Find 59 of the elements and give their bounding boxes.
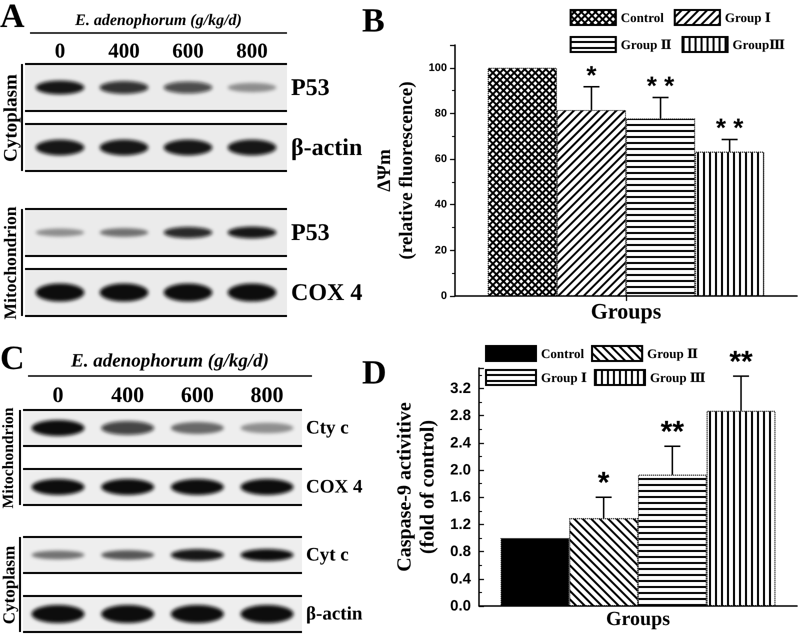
category-label: 0 [52, 382, 64, 407]
category-label: 400 [111, 382, 144, 407]
x-axis-title: Groups [590, 298, 662, 324]
y-tick-label: 1.2 [450, 516, 471, 533]
category-label: COX 4 [291, 280, 362, 306]
y-tick-label: 1.6 [450, 488, 471, 506]
category-label: 0 [54, 38, 66, 62]
text: Cytoplasm [0, 545, 18, 624]
data-label: * * [716, 112, 744, 142]
y-tick-label: 20 [434, 244, 447, 256]
legend-label: Group Ⅱ [647, 346, 698, 361]
legend-label: Control [620, 10, 664, 25]
legend-label: GroupⅢ [732, 37, 786, 52]
text: Cytoplasm [0, 74, 22, 162]
text: A [0, 0, 25, 35]
data-label: ** [660, 416, 684, 449]
category-label: P53 [291, 74, 330, 100]
y-tick-label: 2.8 [450, 407, 471, 424]
text: C [0, 340, 25, 377]
category-label: 400 [108, 38, 140, 62]
category-label: β-actin [306, 604, 362, 624]
category-label: 600 [172, 38, 204, 62]
y-tick-label: 0.0 [450, 598, 471, 614]
y-tick-label: 100 [428, 62, 447, 74]
data-label: ** [729, 346, 754, 379]
legend-label: Group Ⅱ [620, 37, 672, 52]
category-label: Cyt c [306, 544, 349, 566]
category-label: 800 [236, 38, 268, 62]
legend-label: Control [541, 346, 584, 361]
x-axis-title: Groups [606, 608, 670, 630]
data-label: * * [646, 70, 676, 100]
y-tick-label: 60 [434, 153, 447, 166]
category-label: β-actin [291, 134, 362, 160]
legend-label: Group Ⅲ [650, 370, 706, 385]
category-label: 600 [180, 382, 214, 407]
y-tick-label: 0.8 [450, 543, 471, 560]
data-label: * [586, 60, 598, 90]
category-label: Cty c [306, 418, 349, 438]
legend-label: Group Ⅰ [541, 370, 587, 385]
chart-title: B [362, 2, 385, 40]
y-tick-label: 40 [434, 198, 447, 211]
y-tick-label: 80 [434, 107, 447, 120]
y-tick-label: 3.2 [450, 380, 471, 397]
y-tick-label: 2.0 [450, 462, 471, 478]
category-label: 800 [250, 382, 284, 407]
text: E. adenophorum (g/kg/d) [75, 12, 242, 29]
text: Mitochondrion [0, 407, 18, 508]
y-tick-label: 0.4 [450, 570, 472, 588]
data-label: * [598, 466, 610, 500]
y-tick-label: 2.4 [450, 434, 472, 452]
y-axis-title: Caspase-9 activitive (fold of control) [394, 402, 439, 572]
legend-label: Group Ⅰ [724, 10, 771, 25]
text: E. adenophorum (g/kg/d) [71, 350, 269, 372]
y-axis-title: ΔΨm (relative fluorescence) [374, 81, 418, 260]
chart-title: D [362, 354, 387, 392]
category-label: P53 [291, 220, 330, 246]
y-tick-label: 0 [440, 290, 447, 302]
text: Mitochondrion [0, 206, 20, 319]
category-label: COX 4 [306, 476, 362, 498]
